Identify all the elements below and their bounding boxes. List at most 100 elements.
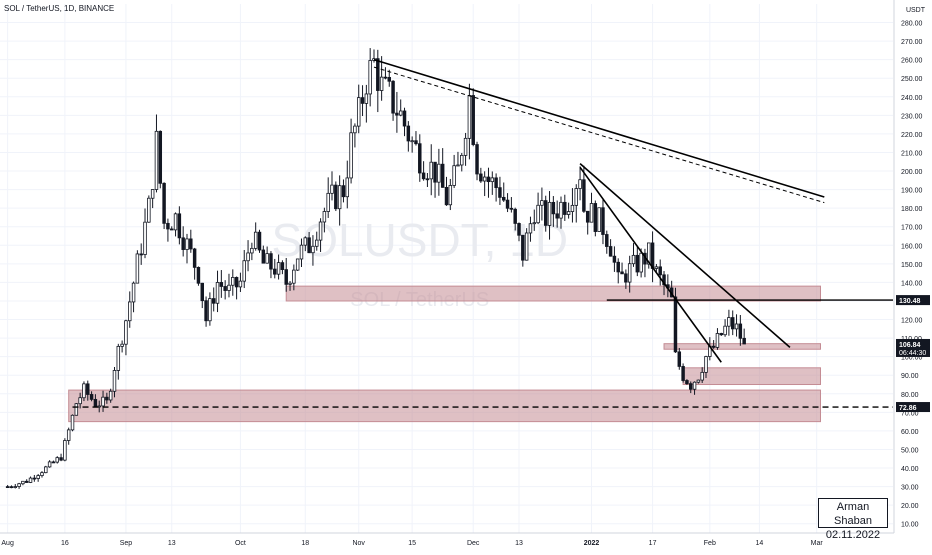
candle-body bbox=[482, 176, 487, 182]
candle-body bbox=[353, 125, 357, 134]
candle-body bbox=[627, 263, 632, 283]
candle-body bbox=[677, 351, 682, 367]
candle-body bbox=[578, 179, 582, 189]
y-tick-label: 100.00 bbox=[901, 355, 923, 362]
candle-body bbox=[322, 211, 327, 223]
candle-body bbox=[47, 461, 52, 468]
candle-body bbox=[734, 323, 739, 330]
candle-body bbox=[78, 397, 82, 405]
candle-body bbox=[616, 261, 620, 273]
candle-body bbox=[711, 345, 716, 348]
candle-body bbox=[349, 132, 353, 179]
candle-body bbox=[288, 282, 292, 285]
candle-body bbox=[93, 398, 98, 407]
y-tick-label: 120.00 bbox=[901, 318, 923, 325]
candle-body bbox=[471, 95, 475, 145]
y-tick-label: 150.00 bbox=[901, 262, 923, 269]
candle-body bbox=[601, 207, 605, 235]
candle-body bbox=[28, 477, 33, 483]
candle-body bbox=[108, 390, 113, 401]
candle-body bbox=[17, 483, 21, 487]
candle-body bbox=[647, 242, 651, 265]
candle-body bbox=[593, 203, 598, 232]
candle-body bbox=[410, 140, 414, 143]
candle-body bbox=[475, 144, 479, 175]
candle-body bbox=[563, 201, 567, 215]
candle-body bbox=[513, 208, 517, 224]
trendline bbox=[579, 166, 722, 363]
trendline bbox=[373, 66, 825, 204]
candle-body bbox=[51, 461, 56, 464]
x-tick-label: 18 bbox=[301, 540, 309, 547]
candle-body bbox=[211, 298, 216, 304]
candle-body bbox=[246, 252, 250, 262]
y-axis-panel bbox=[894, 0, 932, 550]
candle-body bbox=[101, 396, 105, 407]
candle-body bbox=[612, 255, 617, 263]
candle-body bbox=[173, 213, 178, 231]
candle-body bbox=[547, 201, 552, 226]
candle-body bbox=[490, 177, 495, 183]
candle-body bbox=[502, 196, 506, 201]
y-axis-unit: USDT bbox=[906, 7, 926, 14]
candle-body bbox=[536, 204, 540, 224]
candle-body bbox=[273, 268, 277, 275]
x-tick-label: 13 bbox=[515, 540, 523, 547]
candle-body bbox=[658, 266, 662, 276]
candle-body bbox=[86, 383, 90, 395]
candle-body bbox=[425, 178, 430, 181]
candle-body bbox=[185, 238, 189, 250]
y-tick-label: 50.00 bbox=[901, 447, 919, 454]
candle-body bbox=[334, 184, 338, 210]
candle-body bbox=[398, 110, 403, 116]
candle-body bbox=[543, 200, 548, 226]
x-tick-label: Aug bbox=[1, 540, 14, 547]
candle-body bbox=[662, 274, 666, 286]
candle-body bbox=[509, 207, 514, 210]
candle-body bbox=[383, 76, 388, 79]
candle-body bbox=[63, 440, 67, 461]
candle-body bbox=[704, 356, 708, 373]
candle-body bbox=[337, 185, 342, 210]
candle-body bbox=[673, 296, 678, 353]
candle-body bbox=[154, 130, 159, 190]
candle-body bbox=[521, 234, 525, 261]
author-date: 02.11.2022 bbox=[825, 529, 881, 541]
y-tick-label: 180.00 bbox=[901, 206, 923, 213]
candle-body bbox=[250, 247, 254, 254]
candle-body bbox=[116, 345, 121, 371]
candle-body bbox=[379, 76, 384, 91]
candle-body bbox=[36, 475, 40, 479]
candle-body bbox=[21, 480, 25, 485]
candle-body bbox=[24, 480, 29, 483]
y-tick-label: 220.00 bbox=[901, 132, 923, 139]
x-tick-label: Oct bbox=[235, 540, 246, 547]
candle-body bbox=[685, 380, 689, 385]
candle-body bbox=[402, 110, 407, 127]
candle-body bbox=[681, 366, 685, 381]
candle-body bbox=[715, 333, 720, 348]
candle-body bbox=[719, 333, 724, 336]
x-tick-label: Dec bbox=[467, 540, 480, 547]
candle-body bbox=[44, 466, 48, 474]
candle-body bbox=[494, 177, 498, 189]
price-label-bg bbox=[896, 295, 930, 306]
candle-body bbox=[620, 271, 624, 275]
candle-body bbox=[444, 186, 449, 206]
candle-body bbox=[608, 246, 613, 257]
candle-body bbox=[74, 403, 79, 416]
candle-body bbox=[223, 286, 227, 291]
price-label-bg bbox=[896, 402, 930, 413]
candle-body bbox=[204, 300, 208, 322]
y-tick-label: 240.00 bbox=[901, 95, 923, 102]
candle-body bbox=[440, 163, 445, 188]
candle-body bbox=[528, 223, 533, 234]
candle-body bbox=[360, 97, 365, 104]
y-tick-label: 260.00 bbox=[901, 58, 923, 65]
y-tick-label: 20.00 bbox=[901, 503, 919, 510]
candle-body bbox=[261, 249, 266, 264]
x-tick-label: 17 bbox=[649, 540, 657, 547]
candle-body bbox=[40, 472, 44, 476]
candle-body bbox=[460, 154, 464, 166]
candle-body bbox=[597, 207, 601, 232]
